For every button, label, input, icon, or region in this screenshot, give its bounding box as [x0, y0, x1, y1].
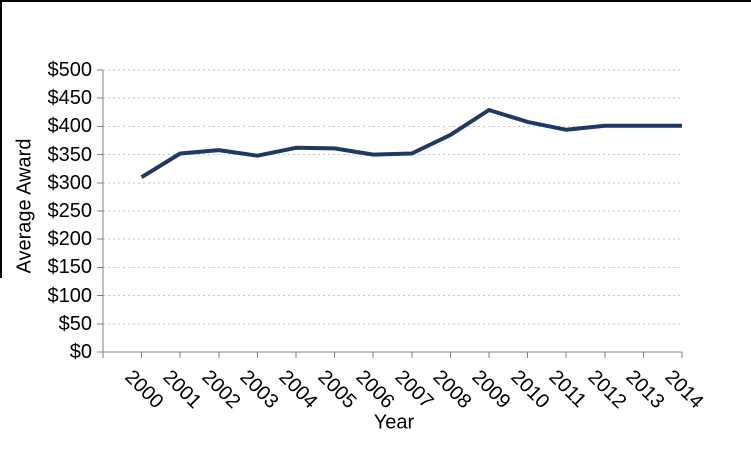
- window-edge-left: [0, 0, 2, 278]
- y-tick-label: $300: [47, 171, 93, 194]
- y-tick-label: $200: [47, 228, 93, 251]
- y-tick-label: $100: [47, 284, 93, 307]
- y-tick-label: $350: [47, 143, 93, 166]
- y-axis-title: Average Award: [13, 138, 36, 274]
- x-axis-title: Year: [373, 411, 415, 434]
- y-tick-label: $450: [47, 87, 93, 110]
- y-tick-label: $250: [47, 200, 93, 222]
- y-tick-label: $150: [47, 256, 93, 279]
- y-tick-label: $50: [58, 312, 92, 335]
- y-tick-label: $400: [47, 115, 93, 138]
- y-tick-label: $500: [47, 59, 93, 81]
- window-edge-top: [0, 0, 751, 2]
- y-tick-label: $0: [69, 341, 92, 363]
- data-line-average-award: [140, 108, 682, 179]
